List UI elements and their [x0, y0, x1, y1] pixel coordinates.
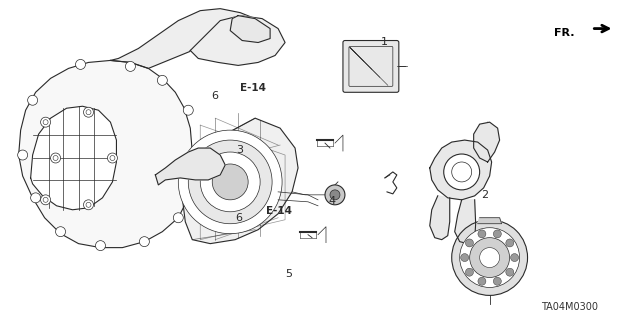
Circle shape — [465, 268, 474, 276]
Circle shape — [40, 117, 51, 127]
Circle shape — [511, 254, 518, 262]
Circle shape — [465, 239, 474, 247]
Circle shape — [188, 140, 272, 224]
Circle shape — [452, 220, 527, 295]
Text: E-14: E-14 — [240, 83, 266, 93]
Circle shape — [83, 107, 93, 117]
Text: FR.: FR. — [554, 27, 575, 38]
Circle shape — [506, 239, 514, 247]
Circle shape — [83, 200, 93, 210]
Circle shape — [28, 95, 38, 105]
Circle shape — [95, 241, 106, 251]
Circle shape — [479, 248, 500, 268]
Text: 3: 3 — [236, 145, 243, 155]
Text: 6: 6 — [211, 91, 218, 101]
FancyBboxPatch shape — [343, 41, 399, 92]
Circle shape — [108, 153, 118, 163]
Polygon shape — [156, 148, 225, 185]
Polygon shape — [190, 16, 285, 65]
Polygon shape — [430, 140, 492, 200]
Circle shape — [56, 227, 65, 237]
Polygon shape — [31, 106, 116, 210]
Circle shape — [444, 154, 479, 190]
Polygon shape — [474, 122, 500, 162]
Polygon shape — [19, 60, 192, 248]
Circle shape — [330, 190, 340, 200]
Circle shape — [76, 59, 86, 70]
Circle shape — [157, 75, 167, 85]
Text: 2: 2 — [481, 190, 488, 200]
Polygon shape — [430, 196, 450, 240]
Text: 5: 5 — [285, 269, 292, 279]
Circle shape — [460, 228, 520, 287]
Circle shape — [461, 254, 468, 262]
Circle shape — [179, 130, 282, 234]
Circle shape — [173, 213, 183, 223]
Circle shape — [51, 153, 61, 163]
Circle shape — [478, 230, 486, 238]
Polygon shape — [111, 9, 255, 68]
Text: 1: 1 — [381, 37, 388, 47]
Polygon shape — [454, 200, 476, 244]
Circle shape — [140, 237, 149, 247]
Circle shape — [125, 62, 136, 71]
Polygon shape — [477, 218, 502, 224]
Text: TA04M0300: TA04M0300 — [541, 302, 598, 312]
Circle shape — [470, 238, 509, 278]
Circle shape — [212, 164, 248, 200]
Circle shape — [200, 152, 260, 212]
Circle shape — [493, 230, 501, 238]
Circle shape — [186, 167, 195, 177]
Circle shape — [31, 193, 40, 203]
Text: 4: 4 — [328, 196, 335, 206]
Text: E-14: E-14 — [266, 205, 292, 216]
Circle shape — [183, 105, 193, 115]
Polygon shape — [182, 118, 298, 244]
Circle shape — [18, 150, 28, 160]
Circle shape — [506, 268, 514, 276]
Circle shape — [493, 277, 501, 285]
Circle shape — [40, 195, 51, 205]
Circle shape — [325, 185, 345, 205]
Text: 6: 6 — [236, 213, 243, 224]
Polygon shape — [230, 16, 270, 42]
Circle shape — [478, 277, 486, 285]
